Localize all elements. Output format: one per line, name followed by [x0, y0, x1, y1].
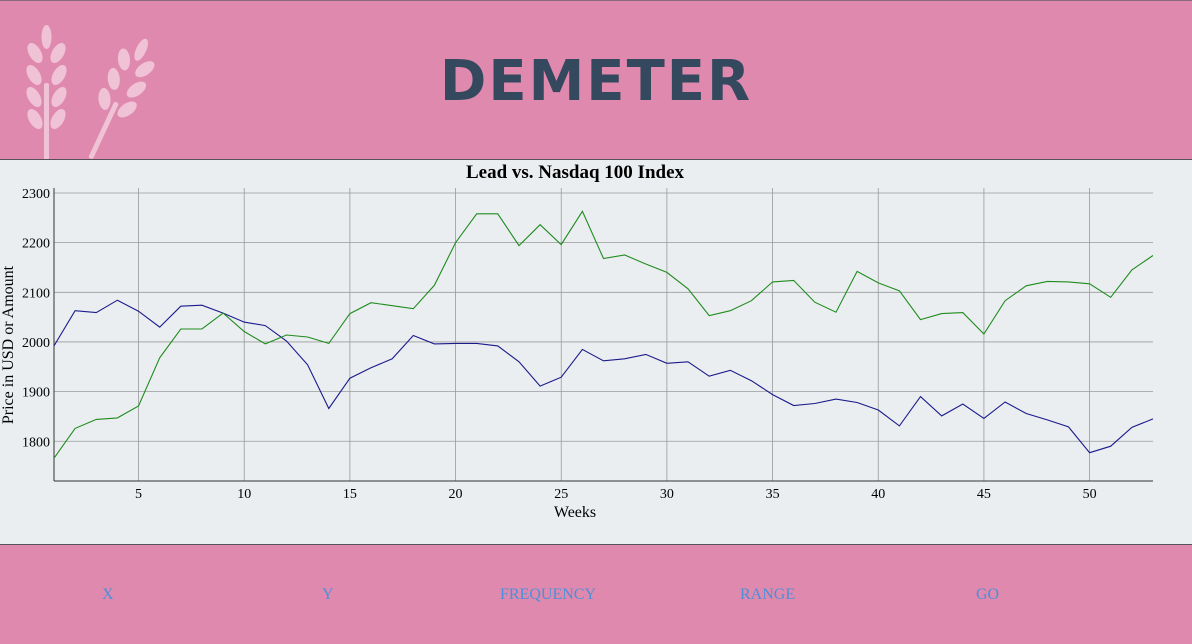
range-selector-link[interactable]: RANGE	[740, 586, 796, 603]
frequency-selector-link[interactable]: FREQUENCY	[500, 586, 597, 603]
y-tick-label: 2200	[22, 237, 50, 252]
footer-controls	[0, 545, 1192, 644]
x-tick-label: 35	[766, 487, 780, 502]
line-chart: Lead vs. Nasdaq 100 Index Weeks Price in…	[0, 162, 1154, 521]
chart-panel: Lead vs. Nasdaq 100 Index Weeks Price in…	[0, 159, 1192, 545]
x-tick-label: 40	[871, 487, 885, 502]
x-tick-label: 20	[449, 487, 463, 502]
x-tick-label: 5	[135, 487, 142, 502]
y-tick-label: 2300	[22, 187, 50, 202]
x-axis-label: Weeks	[554, 504, 596, 521]
series-line-1	[53, 299, 1154, 454]
y-selector-link[interactable]: Y	[322, 586, 334, 603]
header: DEMETER	[0, 0, 1192, 160]
wheat-icon	[26, 25, 155, 160]
chart-title: Lead vs. Nasdaq 100 Index	[466, 162, 685, 183]
y-tick-label: 2000	[22, 336, 50, 351]
go-button[interactable]: GO	[976, 586, 1000, 603]
x-tick-label: 25	[554, 487, 568, 502]
y-tick-label: 2100	[22, 286, 50, 301]
y-tick-label: 1900	[22, 386, 50, 401]
x-tick-label: 50	[1083, 487, 1097, 502]
series-line-2	[53, 210, 1154, 459]
x-tick-label: 45	[977, 487, 991, 502]
brand-title: DEMETER	[439, 49, 753, 114]
y-tick-label: 1800	[22, 435, 50, 450]
x-tick-label: 15	[343, 487, 357, 502]
x-tick-label: 10	[237, 487, 251, 502]
x-selector-link[interactable]: X	[102, 586, 114, 603]
y-axis-label: Price in USD or Amount	[0, 265, 17, 424]
x-tick-label: 30	[660, 487, 674, 502]
